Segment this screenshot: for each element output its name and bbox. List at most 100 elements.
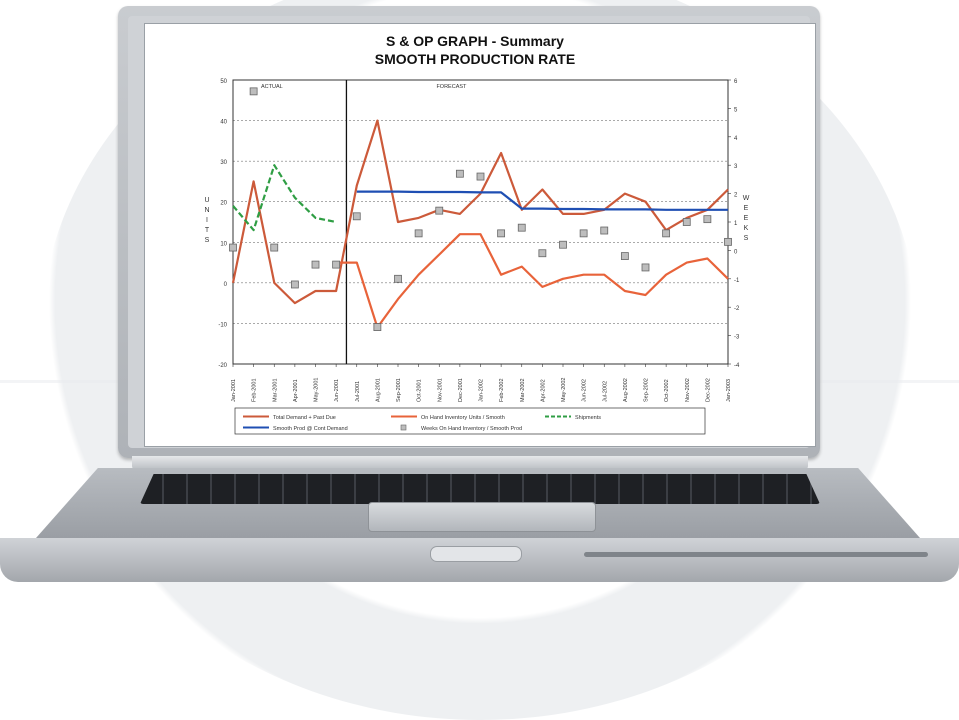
weeks-on-hand-point [373, 323, 382, 331]
legend-label: Shipments [575, 415, 601, 421]
left-axis-label-letter: N [204, 207, 209, 214]
right-axis-label-letter: K [744, 225, 749, 232]
weeks-on-hand-point [394, 274, 402, 283]
weeks-on-hand-point [620, 252, 629, 260]
x-tick-label: Jan-2003 [726, 379, 732, 402]
x-tick-label: Nov-2001 [437, 378, 443, 402]
weeks-on-hand-point [435, 206, 444, 215]
x-tick-label: Oct-2002 [664, 379, 670, 402]
series-line-3 [232, 164, 337, 232]
left-axis-label-letter: U [204, 197, 209, 204]
weeks-on-hand-point [517, 223, 526, 232]
x-tick-label: Jan-2001 [231, 379, 237, 402]
right-tick-label: 4 [734, 136, 738, 142]
left-axis-label-letter: S [205, 237, 210, 244]
weeks-on-hand-point [497, 229, 506, 238]
left-tick-label: 40 [220, 120, 227, 126]
right-tick-label: 0 [734, 249, 738, 255]
laptop-hinge [132, 456, 808, 470]
x-tick-label: Feb-2001 [252, 378, 258, 402]
x-tick-label: Jun-2001 [334, 379, 340, 402]
legend-label: Smooth Prod @ Cont Demand [273, 426, 348, 432]
left-axis-label-letter: T [205, 227, 210, 234]
right-axis-label-letter: W [743, 195, 750, 202]
section-label-forecast: FORECAST [436, 84, 467, 90]
x-tick-label: Mar-2002 [520, 378, 526, 402]
x-tick-label: Dec-2001 [458, 378, 464, 402]
legend-label: On Hand Inventory Units / Smooth [421, 415, 505, 421]
x-tick-label: Dec-2002 [705, 378, 711, 402]
keyboard [140, 474, 820, 504]
right-tick-label: 5 [734, 107, 738, 113]
weeks-on-hand-point [414, 229, 423, 238]
x-tick-label: Apr-2002 [540, 379, 546, 402]
axes: 50403020100-10-206543210-1-2-3-4UNITSWEE… [204, 79, 749, 402]
right-tick-label: -3 [734, 335, 740, 341]
x-tick-label: Jul-2002 [602, 381, 608, 402]
left-tick-label: -20 [218, 363, 227, 369]
x-tick-label: May-2001 [314, 378, 320, 402]
x-tick-label: Jul-2001 [355, 381, 361, 402]
x-tick-label: Apr-2001 [293, 379, 299, 402]
plot-frame [232, 79, 729, 365]
weeks-on-hand-point [249, 87, 258, 96]
right-tick-label: -2 [734, 306, 740, 312]
weeks-on-hand-point [682, 218, 691, 226]
trackpad [368, 502, 596, 532]
x-tick-label: Sep-2002 [644, 378, 650, 402]
weeks-on-hand-point [600, 226, 609, 235]
sop-chart: S & OP GRAPH - Summary SMOOTH PRODUCTION… [204, 33, 750, 435]
x-tick-label: Feb-2002 [499, 378, 505, 402]
laptop-base [0, 468, 959, 582]
weeks-on-hand-point [559, 240, 567, 249]
left-tick-label: 20 [220, 201, 227, 207]
left-tick-label: 50 [220, 79, 227, 85]
left-tick-label: -10 [218, 322, 227, 328]
screen-bezel: S & OP GRAPH - Summary SMOOTH PRODUCTION… [128, 16, 816, 448]
weeks-on-hand-point [641, 263, 650, 272]
right-axis-label-letter: S [744, 235, 749, 242]
weeks-on-hand-point [290, 280, 299, 289]
chart-title: S & OP GRAPH - Summary [386, 33, 564, 49]
x-tick-label: Nov-2002 [685, 378, 691, 402]
weeks-on-hand-point [538, 249, 547, 258]
weeks-on-hand-point [662, 229, 671, 238]
series-group [229, 87, 732, 331]
left-tick-label: 30 [220, 160, 227, 166]
right-tick-label: -1 [734, 278, 740, 284]
legend: Total Demand + Past Due On Hand Inventory… [234, 407, 706, 435]
left-axis-label-letter: I [206, 217, 208, 224]
series-line-2 [336, 233, 729, 329]
x-tick-label: Jan-2002 [479, 379, 485, 402]
right-tick-label: 6 [734, 79, 738, 85]
series-line-1 [231, 119, 729, 305]
weeks-on-hand-point [476, 172, 485, 181]
legend-label: Total Demand + Past Due [273, 415, 336, 421]
weeks-on-hand-point [270, 243, 279, 252]
right-axis-label-letter: E [744, 205, 749, 212]
series-line-4 [356, 190, 728, 211]
latch-button [430, 546, 522, 562]
x-tick-label: Jun-2002 [582, 379, 588, 402]
weeks-on-hand-point [311, 260, 320, 269]
x-tick-label: Mar-2001 [272, 378, 278, 402]
weeks-on-hand-point [352, 212, 361, 221]
x-tick-label: May-2002 [561, 378, 567, 402]
x-tick-label: Aug-2001 [375, 378, 381, 402]
laptop-screen: S & OP GRAPH - Summary SMOOTH PRODUCTION… [144, 23, 816, 447]
chart-subtitle: SMOOTH PRODUCTION RATE [375, 51, 575, 67]
weeks-on-hand-point [229, 243, 237, 252]
grid-lines [233, 79, 728, 365]
right-tick-label: 1 [734, 221, 738, 227]
optical-drive-slot [584, 552, 928, 557]
section-label-actual: ACTUAL [261, 84, 283, 90]
legend-box [234, 407, 706, 435]
weeks-on-hand-point [455, 169, 464, 178]
right-tick-label: 2 [734, 193, 738, 199]
laptop-lid: S & OP GRAPH - Summary SMOOTH PRODUCTION… [118, 6, 820, 458]
legend-label: Weeks On Hand Inventory / Smooth Prod [421, 426, 522, 432]
left-tick-label: 10 [220, 241, 227, 247]
x-tick-label: Sep-2001 [396, 378, 402, 402]
left-tick-label: 0 [224, 282, 228, 288]
weeks-on-hand-point [703, 215, 712, 224]
